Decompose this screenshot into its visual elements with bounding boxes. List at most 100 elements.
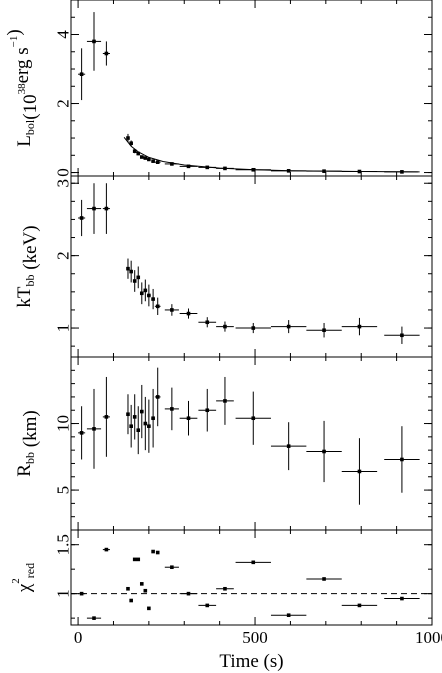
point-marker [139, 409, 144, 414]
data-point [151, 288, 155, 310]
data-point [151, 159, 155, 163]
point-marker [186, 416, 191, 421]
data-point [102, 183, 110, 234]
data-point [154, 367, 161, 427]
y-tick-label: 0 [54, 168, 73, 177]
data-point [154, 297, 161, 316]
data-point [132, 557, 137, 562]
point-marker [143, 156, 148, 160]
point-marker [400, 596, 404, 601]
data-point [154, 160, 161, 164]
y-axis-label-part: erg s [12, 47, 33, 83]
y-axis-label: Lbol(1038erg s−1) [4, 29, 41, 146]
data-point [270, 320, 307, 334]
panel-1: 0 2 4 Lbol(1038erg s−1) [4, 0, 433, 177]
data-point [341, 438, 378, 505]
point-marker [286, 324, 291, 329]
y-axis-label-part: −1 [8, 36, 20, 48]
point-marker [139, 155, 144, 159]
point-marker [136, 557, 141, 562]
panel-4: 1 1.5 χ2red 0 500 1000 Time (s) [10, 529, 442, 672]
point-marker [400, 170, 404, 174]
point-marker [79, 216, 84, 220]
panel-3: 5 10 Rbb (km) [14, 356, 433, 531]
data-point [102, 376, 110, 457]
point-marker [322, 169, 326, 173]
point-marker [132, 415, 137, 419]
point-marker [186, 311, 191, 316]
y-tick-label: 1 [54, 324, 73, 333]
data-point [143, 396, 148, 451]
point-marker [129, 424, 133, 428]
y-axis-label-part: L [14, 135, 35, 147]
point-marker [92, 427, 96, 431]
data-point [136, 557, 141, 562]
data-point [306, 322, 342, 338]
data-point [126, 394, 130, 435]
y-axis-label-part: kT [14, 286, 35, 308]
data-point [78, 199, 86, 237]
data-point [235, 560, 271, 565]
y-tick-label: 3 [54, 179, 73, 188]
point-marker [251, 326, 256, 330]
y-tick-label: 1 [54, 589, 73, 598]
point-marker [170, 308, 174, 312]
y-tick-label: 1.5 [54, 534, 73, 555]
point-marker [151, 159, 155, 163]
model-curve [123, 136, 418, 173]
data-point [129, 260, 133, 283]
y-axis-label-part: (keV) [20, 225, 41, 274]
point-marker [104, 206, 109, 211]
data-point [341, 169, 378, 174]
point-marker [104, 51, 109, 56]
data-point [136, 406, 141, 455]
point-marker [170, 565, 174, 570]
data-point [147, 284, 151, 307]
y-tick-label: 2 [54, 251, 73, 260]
point-marker [139, 582, 144, 586]
point-marker [143, 421, 148, 426]
point-marker [147, 606, 151, 611]
data-point [86, 388, 102, 469]
data-point [129, 140, 133, 146]
point-marker [147, 293, 151, 298]
point-marker [151, 416, 155, 421]
point-marker [322, 577, 326, 581]
point-marker [223, 586, 227, 591]
point-marker [223, 399, 227, 403]
point-marker [147, 157, 151, 162]
y-axis-label-part: 2 [10, 578, 22, 584]
data-point [198, 317, 217, 328]
y-axis-label-part: bb [23, 452, 37, 464]
point-marker [79, 431, 84, 435]
point-marker [132, 149, 137, 153]
data-point [132, 270, 137, 292]
y-axis-label-part: R [14, 464, 35, 477]
panel-frame [70, 0, 433, 177]
data-point [143, 588, 148, 593]
data-point [78, 406, 86, 460]
data-point [179, 308, 198, 319]
point-marker [151, 297, 155, 301]
point-marker [155, 550, 160, 555]
data-point [179, 164, 198, 169]
x-tick-label: 0 [74, 628, 83, 647]
point-marker [136, 275, 141, 280]
point-marker [136, 428, 141, 432]
point-marker [104, 415, 109, 419]
data-point [126, 258, 130, 279]
data-point [179, 591, 198, 596]
point-marker [126, 586, 130, 591]
point-marker [126, 266, 130, 271]
data-point [129, 598, 133, 603]
point-marker [357, 469, 362, 474]
data-point [384, 326, 420, 344]
point-marker [251, 560, 256, 565]
point-marker [286, 444, 291, 448]
data-point [143, 156, 148, 160]
point-marker [126, 136, 130, 140]
data-point [139, 155, 144, 159]
y-tick-label: 10 [54, 415, 73, 432]
data-point [164, 387, 179, 431]
